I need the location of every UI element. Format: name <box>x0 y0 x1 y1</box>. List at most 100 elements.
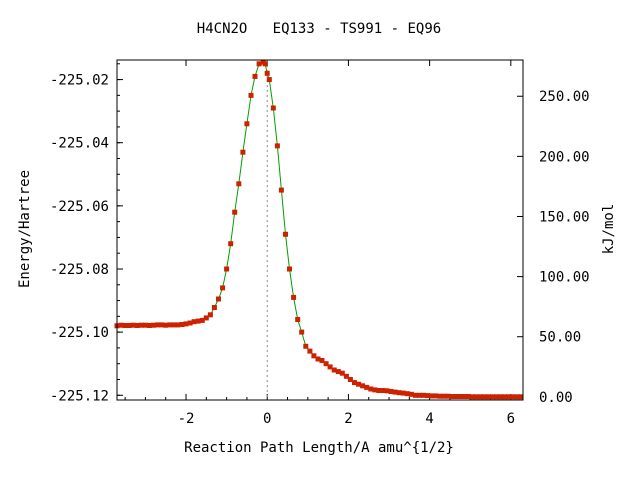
data-point <box>490 394 496 400</box>
data-point <box>147 323 152 328</box>
data-point <box>130 322 136 328</box>
data-point <box>256 61 262 67</box>
data-point <box>376 388 382 393</box>
data-point <box>232 209 238 215</box>
data-point <box>486 394 491 400</box>
x-tick-label: 4 <box>425 411 433 427</box>
data-point <box>220 285 226 291</box>
data-point <box>518 394 524 400</box>
data-point <box>417 392 422 398</box>
data-point <box>270 105 276 111</box>
data-point <box>126 323 132 328</box>
data-point <box>244 121 250 127</box>
data-point <box>191 319 197 325</box>
data-point <box>199 317 205 323</box>
data-point <box>445 393 451 399</box>
y-tick-label-left: -225.08 <box>50 262 109 278</box>
data-point <box>252 73 258 79</box>
data-point <box>356 381 362 387</box>
data-point <box>510 394 516 400</box>
x-tick-label: -2 <box>178 411 195 427</box>
x-tick-label: 2 <box>344 411 352 427</box>
data-point <box>372 387 378 393</box>
data-point <box>502 394 508 400</box>
data-point <box>437 393 443 399</box>
data-point <box>457 394 463 399</box>
data-point <box>319 358 325 363</box>
data-point <box>159 322 165 328</box>
y-tick-label-left: -225.02 <box>50 73 109 89</box>
data-point <box>283 231 288 237</box>
data-point <box>433 393 439 399</box>
data-point <box>347 377 353 382</box>
data-point <box>384 388 390 394</box>
data-point <box>299 329 305 335</box>
data-point <box>167 322 173 328</box>
data-point <box>264 70 270 76</box>
data-point <box>469 394 475 400</box>
data-point <box>274 143 280 149</box>
data-point <box>368 386 374 392</box>
data-point <box>224 266 230 272</box>
data-point <box>142 322 148 328</box>
data-point <box>118 322 124 328</box>
y-tick-label-left: -225.04 <box>50 136 109 152</box>
data-point <box>155 322 161 328</box>
y-tick-label-right: 100.00 <box>539 270 590 286</box>
data-point <box>151 322 156 328</box>
data-point <box>453 394 459 399</box>
y-tick-label-right: 50.00 <box>539 330 581 346</box>
data-point <box>315 356 321 362</box>
y-tick-label-right: 250.00 <box>539 89 590 105</box>
data-point <box>311 353 317 359</box>
data-point <box>228 241 234 247</box>
data-point <box>278 187 284 193</box>
data-point <box>175 322 181 328</box>
x-tick-label: 0 <box>263 411 271 427</box>
data-point <box>295 317 301 322</box>
data-point <box>203 315 209 321</box>
data-point <box>195 318 201 324</box>
data-point <box>216 296 221 302</box>
data-point <box>400 390 406 396</box>
data-point <box>425 393 431 399</box>
data-point <box>421 392 426 398</box>
data-point <box>461 394 467 399</box>
data-point <box>360 383 366 389</box>
data-point <box>465 394 471 399</box>
data-point <box>323 361 329 367</box>
plot-area: -2 0 2 4 6 -225.02 -225.04 -225.06 -225.08 -225.1… <box>50 59 590 427</box>
data-point <box>506 394 512 400</box>
y-tick-label-right: 150.00 <box>539 209 590 225</box>
data-point <box>138 322 144 328</box>
x-tick-label: 6 <box>507 411 515 427</box>
data-point <box>183 321 189 327</box>
data-point <box>343 373 349 379</box>
data-point <box>380 388 386 393</box>
y-axis-title-right: kJ/mol <box>601 204 617 255</box>
data-point <box>262 61 268 67</box>
data-point <box>352 380 357 386</box>
data-point <box>408 391 414 397</box>
chart-title: H4CN2O EQ133 - TS991 - EQ96 <box>197 21 441 37</box>
data-point <box>335 369 341 375</box>
data-point <box>473 394 479 400</box>
data-point <box>494 394 500 400</box>
data-point <box>498 394 504 400</box>
y-axis-title-left: Energy/Hartree <box>17 170 33 288</box>
data-point <box>303 343 309 349</box>
data-point <box>331 367 337 373</box>
data-point <box>122 323 128 328</box>
data-point <box>266 77 272 83</box>
data-point <box>248 92 254 98</box>
data-point <box>307 348 313 354</box>
data-point <box>364 384 370 390</box>
data-point <box>211 305 217 310</box>
y-tick-label-right: 0.00 <box>539 390 573 406</box>
x-axis-title: Reaction Path Length/A amu^{1/2} <box>184 440 454 456</box>
data-point <box>392 389 398 395</box>
y-tick-label-right: 200.00 <box>539 149 590 165</box>
data-point <box>477 394 483 400</box>
y-tick-label-left: -225.10 <box>50 325 109 341</box>
